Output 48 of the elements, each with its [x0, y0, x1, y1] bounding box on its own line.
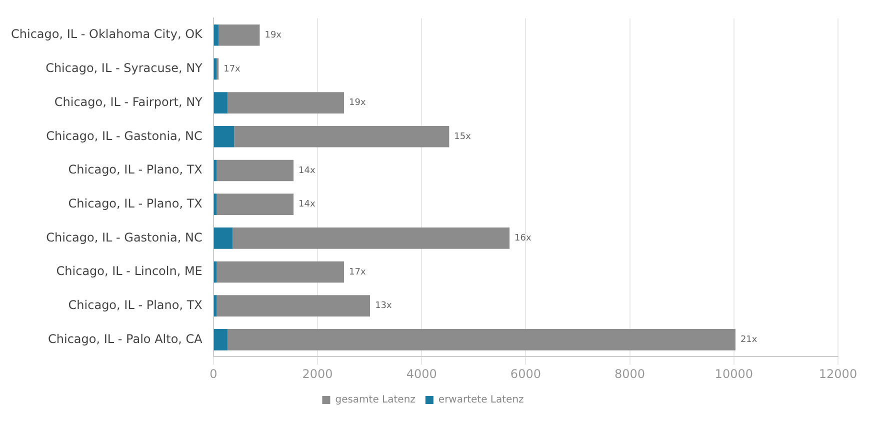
y-tick-label: Chicago, IL - Plano, TX — [68, 298, 202, 312]
bar — [214, 329, 228, 350]
annotation: 17x — [349, 267, 366, 278]
bar — [232, 228, 510, 249]
x-tick-label: 4000 — [406, 366, 437, 381]
y-tick-label: Chicago, IL - Fairport, NY — [54, 94, 204, 109]
y-tick-label: Chicago, IL - Syracuse, NY — [46, 61, 204, 76]
bar — [216, 160, 294, 182]
y-tick-label: Chicago, IL - Gastonia, NC — [46, 128, 202, 143]
annotation: 16x — [514, 234, 532, 244]
annotation: 13x — [375, 301, 393, 312]
annotation: 15x — [454, 132, 472, 142]
bar — [214, 261, 217, 283]
x-tick-label: 0 — [210, 366, 218, 381]
x-tick-label: 6000 — [510, 366, 541, 381]
y-tick-label: Chicago, IL - Plano, TX — [68, 196, 202, 210]
bar — [234, 126, 450, 148]
annotation: 19x — [264, 30, 282, 40]
legend-label: gesamte Latenz — [335, 394, 416, 406]
annotation: 21x — [740, 335, 758, 346]
bar — [216, 261, 344, 283]
annotation: 14x — [298, 166, 316, 176]
bar — [214, 194, 217, 215]
bar — [214, 295, 217, 316]
y-tick-label: Chicago, IL - Gastonia, NC — [46, 230, 202, 244]
bar — [214, 160, 217, 182]
y-tick-label: Chicago, IL - Lincoln, ME — [56, 264, 202, 278]
bar — [218, 24, 260, 46]
bar — [214, 24, 219, 46]
bar — [227, 92, 344, 114]
annotation: 17x — [224, 64, 242, 74]
y-tick-label: Chicago, IL - Oklahoma City, OK — [11, 27, 204, 42]
bar — [214, 126, 234, 148]
bar — [227, 329, 736, 350]
bar — [214, 92, 228, 114]
annotation: 14x — [298, 200, 316, 210]
y-tick-label: Chicago, IL - Plano, TX — [68, 162, 202, 177]
y-tick-label: Chicago, IL - Palo Alto, CA — [48, 332, 204, 346]
x-tick-label: 2000 — [302, 366, 333, 381]
bar — [216, 295, 370, 316]
bar — [216, 194, 294, 215]
x-tick-label: 8000 — [614, 366, 646, 381]
annotation: 19x — [349, 98, 366, 108]
legend-label: erwartete Latenz — [438, 394, 524, 406]
bar — [214, 58, 217, 80]
x-tick-label: 12000 — [818, 366, 858, 381]
x-tick-label: 10000 — [714, 366, 753, 381]
bar — [214, 228, 233, 249]
